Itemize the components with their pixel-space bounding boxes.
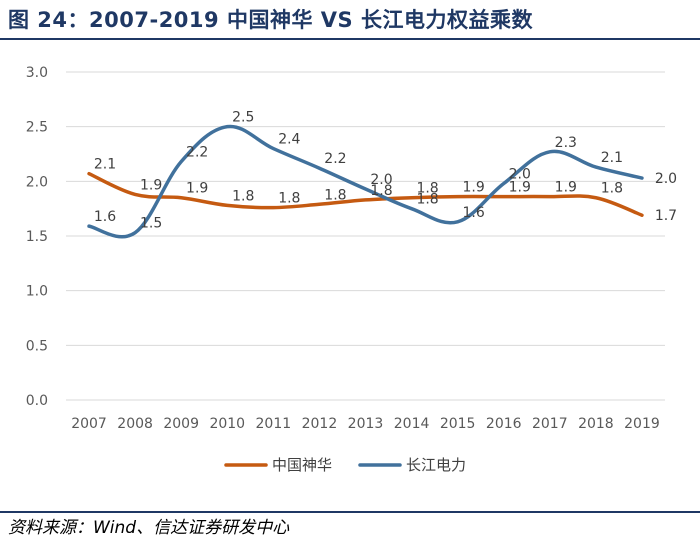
data-label: 1.7 — [655, 208, 677, 224]
data-label: 1.8 — [324, 187, 346, 203]
data-label: 2.0 — [509, 167, 531, 183]
data-label: 2.5 — [232, 110, 254, 126]
title-rule — [0, 38, 700, 40]
y-tick-label: 1.0 — [26, 284, 48, 300]
y-tick-label: 3.0 — [26, 65, 48, 81]
y-tick-label: 0.5 — [26, 338, 48, 354]
x-tick-label: 2007 — [71, 416, 107, 432]
x-tick-label: 2013 — [348, 416, 384, 432]
data-label: 2.2 — [324, 151, 346, 167]
x-tick-label: 2015 — [440, 416, 476, 432]
x-tick-label: 2017 — [532, 416, 568, 432]
data-label: 1.6 — [463, 205, 485, 221]
data-label: 1.8 — [278, 191, 300, 207]
data-label: 1.8 — [370, 183, 392, 199]
x-tick-label: 2016 — [486, 416, 522, 432]
figure-title: 图 24：2007-2019 中国神华 VS 长江电力权益乘数 — [8, 8, 533, 32]
data-label: 1.9 — [186, 181, 208, 197]
source-note: 资料来源：Wind、信达证券研发中心 — [8, 518, 290, 538]
data-label: 1.8 — [232, 188, 254, 204]
data-label: 2.0 — [370, 172, 392, 188]
y-tick-label: 2.0 — [26, 174, 48, 190]
series-line-shenhua — [87, 171, 644, 217]
x-tick-label: 2008 — [117, 416, 153, 432]
data-label: 1.8 — [601, 181, 623, 197]
x-tick-label: 2010 — [209, 416, 245, 432]
data-label: 1.9 — [555, 180, 577, 196]
x-tick-label: 2014 — [394, 416, 430, 432]
data-label: 2.1 — [94, 157, 116, 173]
data-label: 2.0 — [655, 171, 677, 187]
legend-label: 长江电力 — [406, 456, 466, 474]
data-label: 1.8 — [416, 192, 438, 208]
source-rule — [0, 511, 700, 513]
data-label: 2.3 — [555, 135, 577, 151]
x-tick-label: 2019 — [624, 416, 660, 432]
x-tick-label: 2011 — [256, 416, 292, 432]
data-label: 1.6 — [94, 209, 116, 225]
line-chart: 0.0 0.5 1.0 1.5 2.0 2.5 3.0 2007 2008 2009 2010 201… — [26, 65, 677, 474]
y-tick-label: 0.0 — [26, 393, 48, 409]
y-tick-label: 1.5 — [26, 229, 48, 245]
x-tick-label: 2009 — [163, 416, 199, 432]
x-tick-label: 2018 — [578, 416, 614, 432]
data-label: 1.9 — [140, 177, 162, 193]
data-label: 1.5 — [140, 216, 162, 232]
series-line-changjiang — [87, 124, 644, 239]
data-label: 2.2 — [186, 145, 208, 161]
data-label: 2.1 — [601, 150, 623, 166]
y-tick-label: 2.5 — [26, 120, 48, 136]
data-label: 1.8 — [416, 181, 438, 197]
data-label: 1.9 — [463, 180, 485, 196]
x-tick-label: 2012 — [302, 416, 338, 432]
data-label: 1.9 — [509, 180, 531, 196]
data-label: 2.4 — [278, 132, 300, 148]
legend-label: 中国神华 — [272, 456, 332, 474]
